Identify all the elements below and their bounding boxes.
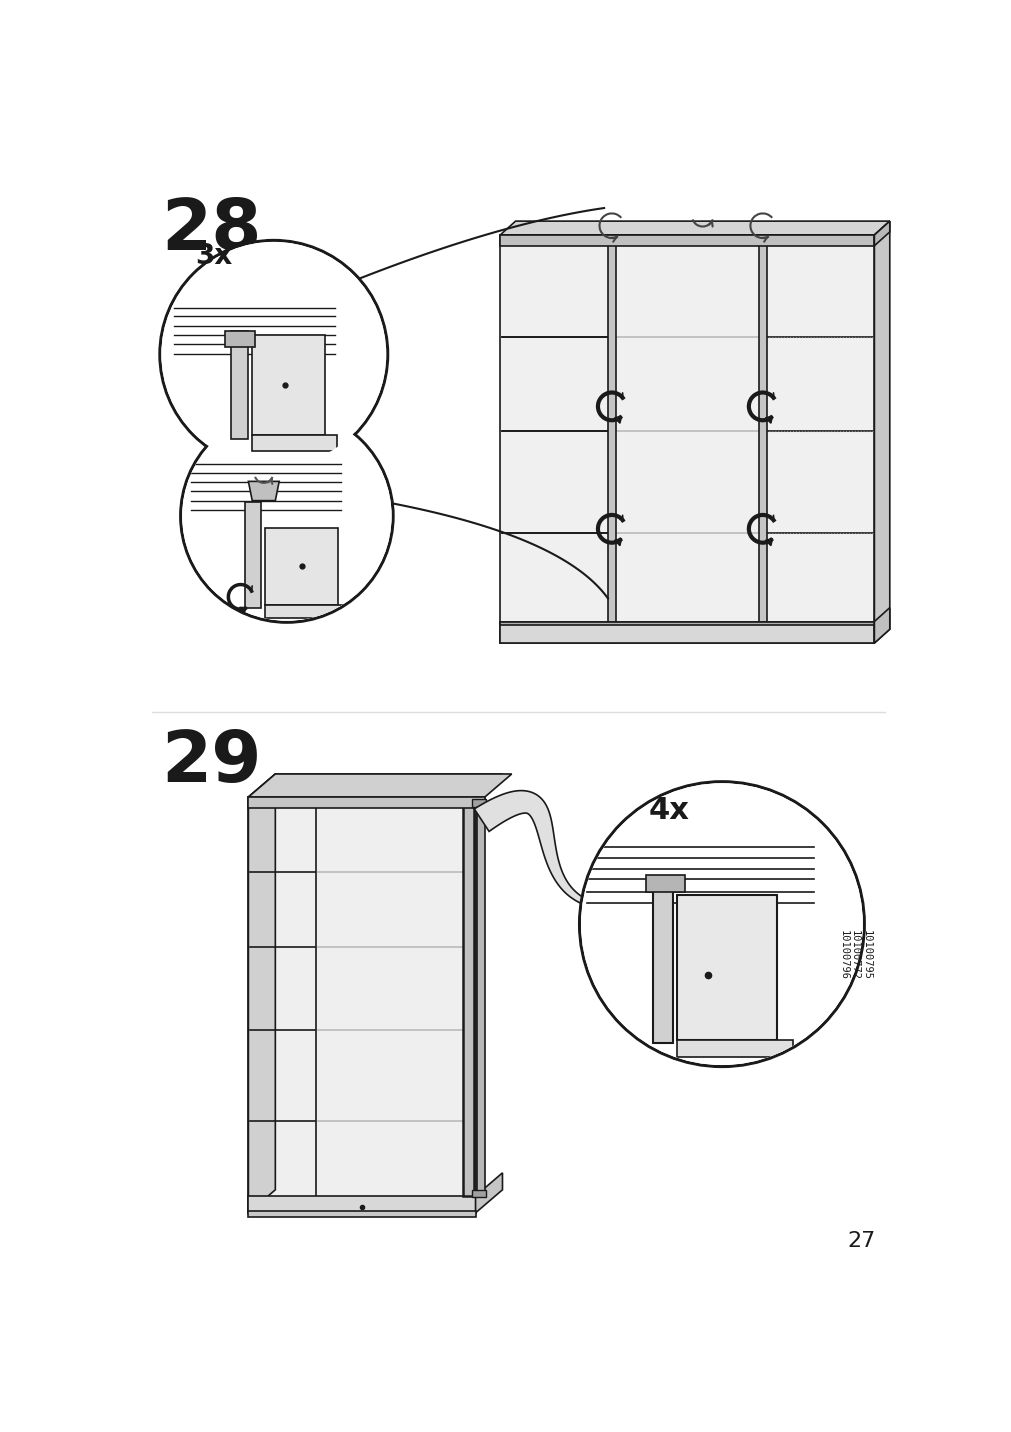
Polygon shape bbox=[499, 221, 889, 235]
FancyBboxPatch shape bbox=[471, 799, 485, 808]
FancyBboxPatch shape bbox=[232, 331, 248, 440]
Text: 3x: 3x bbox=[195, 242, 233, 269]
Text: 27: 27 bbox=[847, 1232, 876, 1252]
Circle shape bbox=[579, 782, 863, 1067]
Text: 10100795
10100772
10100796: 10100795 10100772 10100796 bbox=[838, 929, 870, 979]
Circle shape bbox=[160, 241, 387, 468]
FancyBboxPatch shape bbox=[248, 798, 484, 808]
FancyBboxPatch shape bbox=[248, 1210, 475, 1217]
Polygon shape bbox=[874, 221, 889, 643]
FancyBboxPatch shape bbox=[265, 604, 350, 619]
FancyBboxPatch shape bbox=[608, 239, 615, 621]
Circle shape bbox=[580, 783, 862, 1065]
FancyBboxPatch shape bbox=[265, 527, 338, 604]
Circle shape bbox=[161, 242, 386, 467]
Polygon shape bbox=[248, 481, 279, 501]
FancyBboxPatch shape bbox=[758, 239, 766, 621]
Polygon shape bbox=[499, 235, 874, 643]
Polygon shape bbox=[475, 1173, 502, 1213]
FancyBboxPatch shape bbox=[463, 799, 473, 1196]
Text: 4x: 4x bbox=[648, 796, 688, 825]
Polygon shape bbox=[474, 790, 584, 904]
Text: 28: 28 bbox=[161, 196, 262, 265]
Polygon shape bbox=[248, 773, 512, 798]
FancyBboxPatch shape bbox=[245, 503, 261, 609]
Polygon shape bbox=[874, 221, 889, 246]
Polygon shape bbox=[240, 607, 247, 614]
FancyBboxPatch shape bbox=[476, 799, 484, 1196]
Text: 29: 29 bbox=[161, 727, 262, 796]
Polygon shape bbox=[764, 417, 771, 424]
Polygon shape bbox=[248, 798, 475, 1213]
Circle shape bbox=[182, 411, 391, 620]
FancyBboxPatch shape bbox=[652, 878, 672, 1044]
FancyBboxPatch shape bbox=[252, 335, 326, 435]
FancyBboxPatch shape bbox=[252, 435, 337, 451]
FancyBboxPatch shape bbox=[676, 1040, 792, 1057]
FancyBboxPatch shape bbox=[646, 875, 684, 892]
Polygon shape bbox=[248, 773, 275, 1213]
Polygon shape bbox=[614, 417, 621, 424]
Polygon shape bbox=[499, 621, 874, 643]
FancyBboxPatch shape bbox=[676, 895, 776, 1040]
Polygon shape bbox=[764, 538, 771, 546]
FancyBboxPatch shape bbox=[471, 1190, 485, 1197]
Circle shape bbox=[180, 410, 392, 623]
Polygon shape bbox=[874, 607, 889, 643]
Polygon shape bbox=[614, 538, 621, 546]
FancyBboxPatch shape bbox=[225, 331, 255, 347]
FancyBboxPatch shape bbox=[499, 621, 874, 626]
FancyBboxPatch shape bbox=[499, 235, 874, 246]
Polygon shape bbox=[248, 773, 502, 798]
FancyBboxPatch shape bbox=[248, 1196, 475, 1213]
